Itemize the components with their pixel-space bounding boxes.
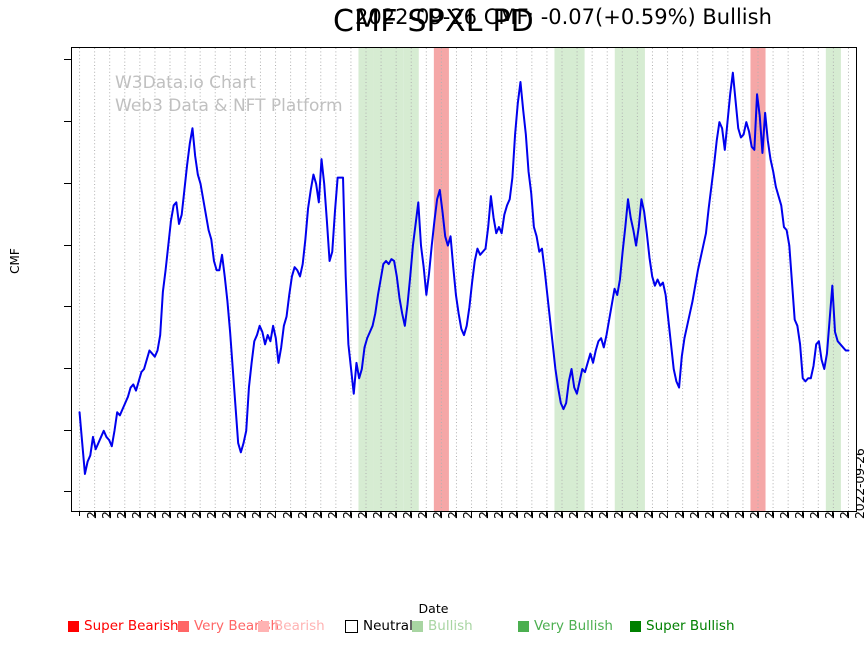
legend-label: Very Bearish — [194, 618, 280, 634]
x-tick-mark — [455, 511, 457, 516]
legend-swatch-icon — [178, 620, 189, 632]
x-tick-mark — [591, 511, 593, 516]
plot-svg — [78, 48, 850, 511]
x-tick-mark — [576, 511, 578, 516]
legend-item-neutral[interactable]: Neutral — [345, 618, 413, 634]
status-annotation: 2022-09-26 CMF: -0.07(+0.59%) Bullish — [355, 5, 772, 29]
x-tick-mark — [259, 511, 261, 516]
x-tick-mark — [530, 511, 532, 516]
x-tick-mark — [410, 511, 412, 516]
x-tick-mark — [545, 511, 547, 516]
x-tick-mark — [741, 511, 743, 516]
y-tick-mark — [64, 368, 71, 369]
x-tick-mark — [485, 511, 487, 516]
y-tick-mark — [64, 429, 71, 431]
sentiment-bands — [358, 48, 841, 511]
legend-swatch-icon — [630, 620, 641, 632]
x-tick-mark — [832, 511, 834, 516]
x-tick-mark — [636, 511, 638, 516]
legend-item-super-bearish[interactable]: Super Bearish — [68, 618, 179, 634]
legend-label: Super Bullish — [646, 618, 735, 634]
x-tick-mark — [138, 511, 140, 516]
x-tick-mark — [772, 511, 774, 516]
cmf-line-series — [78, 71, 850, 475]
x-tick-mark — [108, 511, 110, 516]
x-tick-mark — [214, 511, 216, 516]
x-tick-mark — [93, 511, 95, 516]
legend-label: Neutral — [363, 618, 413, 634]
x-axis-label: Date — [418, 601, 449, 616]
x-tick-mark — [726, 511, 728, 516]
x-tick-mark — [153, 511, 155, 516]
page-title: CMF SPXL PD — [333, 4, 534, 39]
x-tick-mark — [681, 511, 683, 516]
y-axis-label: CMF — [8, 248, 22, 274]
y-tick-mark — [64, 182, 71, 184]
x-tick-mark — [651, 511, 653, 516]
legend-label: Bearish — [274, 618, 325, 634]
legend-swatch-icon — [345, 619, 358, 633]
x-tick-mark — [395, 511, 397, 516]
x-tick-mark — [304, 511, 306, 516]
x-tick-mark — [199, 511, 201, 516]
legend-swatch-icon — [412, 620, 423, 632]
x-tick-mark — [380, 511, 382, 516]
x-tick-mark — [696, 511, 698, 516]
x-tick-mark — [847, 511, 849, 516]
x-tick-mark — [621, 511, 623, 516]
plot-area: W3Data.io Chart Web3 Data & NFT Platform — [71, 47, 857, 512]
x-tick-mark — [757, 511, 758, 516]
x-tick-mark — [787, 511, 789, 516]
legend-item-very-bearish[interactable]: Very Bearish — [178, 618, 279, 634]
legend-swatch-icon — [518, 620, 529, 632]
x-tick-mark — [169, 511, 170, 516]
legend: Super Bearish Very Bearish Bearish Neutral B… — [0, 618, 867, 640]
legend-swatch-icon — [258, 620, 269, 632]
x-tick-mark — [365, 511, 366, 516]
x-tick-mark — [802, 511, 804, 516]
legend-item-very-bullish[interactable]: Very Bullish — [518, 618, 613, 634]
x-tick-mark — [349, 511, 351, 516]
y-tick-mark — [64, 59, 71, 61]
x-tick-mark — [425, 511, 427, 516]
legend-label: Very Bullish — [534, 618, 613, 634]
x-tick-mark — [606, 511, 608, 516]
x-tick-mark — [184, 511, 186, 516]
x-tick-mark — [817, 511, 819, 516]
legend-item-bearish[interactable]: Bearish — [258, 618, 325, 634]
x-tick-mark — [244, 511, 246, 516]
legend-label: Super Bearish — [84, 618, 179, 634]
x-tick-mark — [470, 511, 472, 516]
y-tick-mark — [64, 491, 71, 493]
x-tick-mark — [289, 511, 291, 516]
sentiment-band — [373, 48, 404, 511]
y-tick-mark — [64, 306, 71, 308]
x-tick-mark — [274, 511, 276, 516]
x-tick-mark — [229, 511, 231, 516]
x-tick-mark — [440, 511, 442, 516]
x-tick-mark — [561, 511, 562, 516]
gridlines — [79, 48, 849, 511]
y-tick-mark — [64, 121, 71, 123]
y-tick-mark — [64, 244, 71, 246]
legend-item-bullish[interactable]: Bullish — [412, 618, 473, 634]
x-tick-mark — [334, 511, 336, 516]
legend-item-super-bullish[interactable]: Super Bullish — [630, 618, 735, 634]
x-tick-mark — [78, 511, 80, 516]
x-tick-mark — [500, 511, 502, 516]
x-tick-mark — [711, 511, 713, 516]
x-tick-mark — [123, 511, 125, 516]
legend-swatch-icon — [68, 620, 79, 632]
legend-label: Bullish — [428, 618, 473, 634]
x-tick-mark — [319, 511, 321, 516]
x-tick-mark — [515, 511, 517, 516]
x-tick-mark — [666, 511, 668, 516]
sentiment-band — [554, 48, 585, 511]
